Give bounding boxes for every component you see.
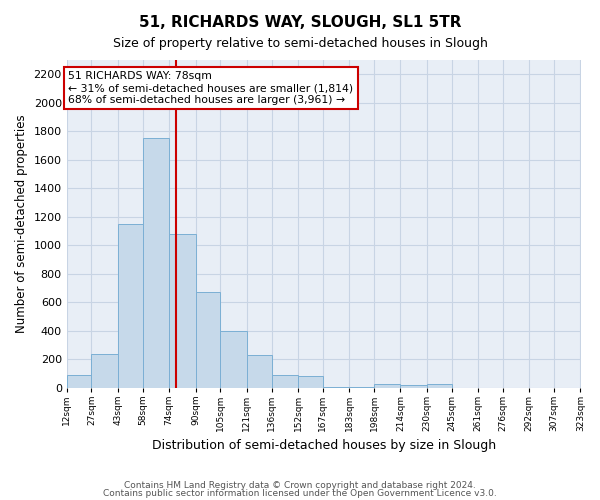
Text: 51 RICHARDS WAY: 78sqm
← 31% of semi-detached houses are smaller (1,814)
68% of : 51 RICHARDS WAY: 78sqm ← 31% of semi-det… — [68, 72, 353, 104]
Bar — [400, 385, 427, 388]
Text: Contains public sector information licensed under the Open Government Licence v3: Contains public sector information licen… — [103, 489, 497, 498]
Y-axis label: Number of semi-detached properties: Number of semi-detached properties — [15, 114, 28, 333]
Bar — [196, 292, 220, 388]
Bar — [349, 387, 374, 388]
Bar — [67, 375, 91, 388]
Bar — [427, 384, 452, 388]
X-axis label: Distribution of semi-detached houses by size in Slough: Distribution of semi-detached houses by … — [152, 440, 496, 452]
Bar — [374, 384, 400, 388]
Bar — [169, 234, 196, 388]
Bar — [272, 375, 298, 388]
Bar — [298, 376, 323, 388]
Text: Size of property relative to semi-detached houses in Slough: Size of property relative to semi-detach… — [113, 38, 487, 51]
Bar — [118, 224, 143, 388]
Bar — [143, 138, 169, 388]
Bar — [247, 355, 272, 388]
Bar — [323, 387, 349, 388]
Bar — [220, 331, 247, 388]
Bar — [91, 354, 118, 388]
Text: 51, RICHARDS WAY, SLOUGH, SL1 5TR: 51, RICHARDS WAY, SLOUGH, SL1 5TR — [139, 15, 461, 30]
Text: Contains HM Land Registry data © Crown copyright and database right 2024.: Contains HM Land Registry data © Crown c… — [124, 480, 476, 490]
